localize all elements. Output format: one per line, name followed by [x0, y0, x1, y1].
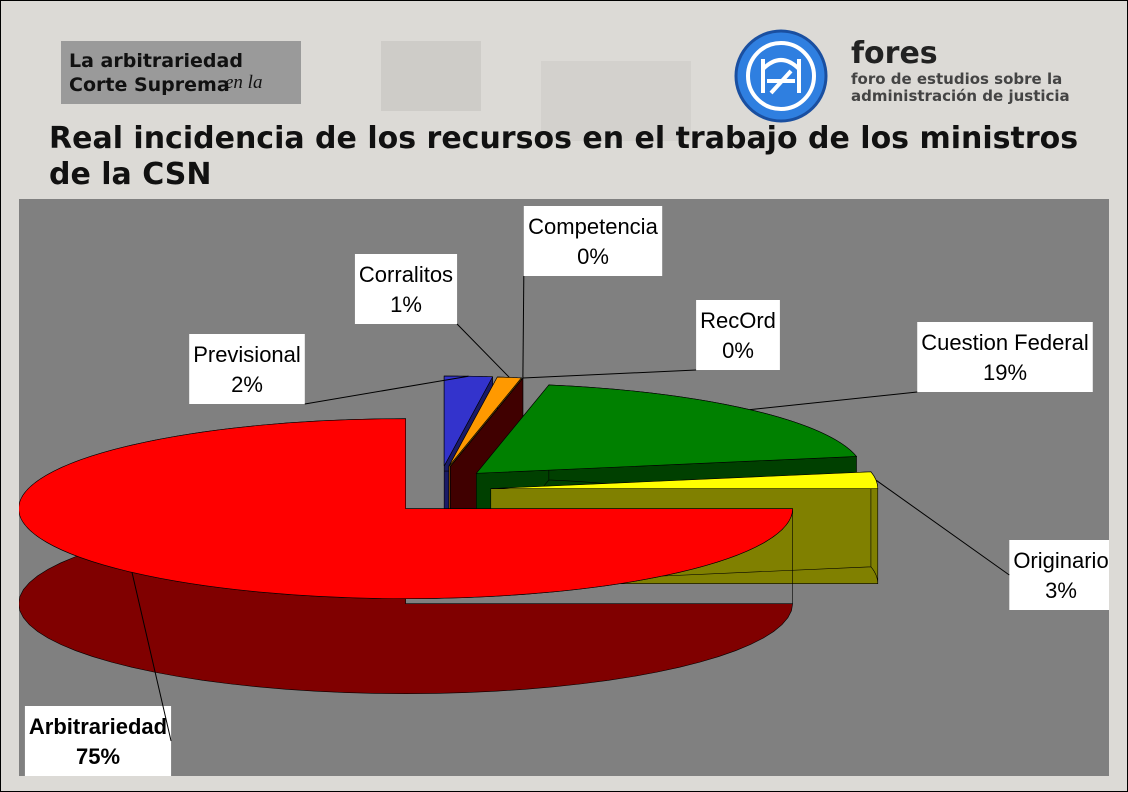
- data-label: Competencia 0%: [524, 206, 662, 276]
- data-label: Cuestion Federal 19%: [917, 322, 1093, 392]
- data-label: Arbitrariedad 75%: [25, 706, 171, 776]
- data-label: Corralitos 1%: [355, 254, 457, 324]
- label-name: Cuestion Federal: [921, 330, 1089, 355]
- label-name: Competencia: [528, 214, 658, 239]
- brand-sub: administración de justicia: [851, 88, 1070, 105]
- slide: La arbitrariedad Corte Suprema en la for…: [0, 0, 1128, 792]
- badge-line: Corte Suprema: [69, 73, 301, 97]
- label-value: 75%: [76, 744, 120, 769]
- chart: Previsional2%Corralitos1%Competencia0%Re…: [19, 199, 1109, 776]
- label-value: 1%: [390, 292, 422, 317]
- data-label: Originario 3%: [1009, 540, 1109, 610]
- badge: La arbitrariedad Corte Suprema en la: [61, 41, 301, 104]
- label-name: Corralitos: [359, 262, 453, 287]
- brand-sub: foro de estudios sobre la: [851, 71, 1070, 88]
- label-value: 19%: [983, 360, 1027, 385]
- label-name: Arbitrariedad: [29, 714, 167, 739]
- label-value: 0%: [722, 338, 754, 363]
- badge-line: La arbitrariedad: [69, 49, 301, 73]
- label-name: Originario: [1013, 548, 1108, 573]
- label-value: 2%: [231, 372, 263, 397]
- brand: fores foro de estudios sobre la administ…: [851, 37, 1070, 105]
- chart-title: Real incidencia de los recursos en el tr…: [49, 121, 1109, 193]
- label-value: 0%: [577, 244, 609, 269]
- label-name: Previsional: [193, 342, 301, 367]
- label-value: 3%: [1045, 578, 1077, 603]
- data-label: Previsional 2%: [189, 334, 305, 404]
- data-label: RecOrd 0%: [696, 300, 780, 370]
- badge-note: en la: [225, 71, 262, 95]
- label-name: RecOrd: [700, 308, 776, 333]
- brand-name: fores: [851, 37, 1070, 71]
